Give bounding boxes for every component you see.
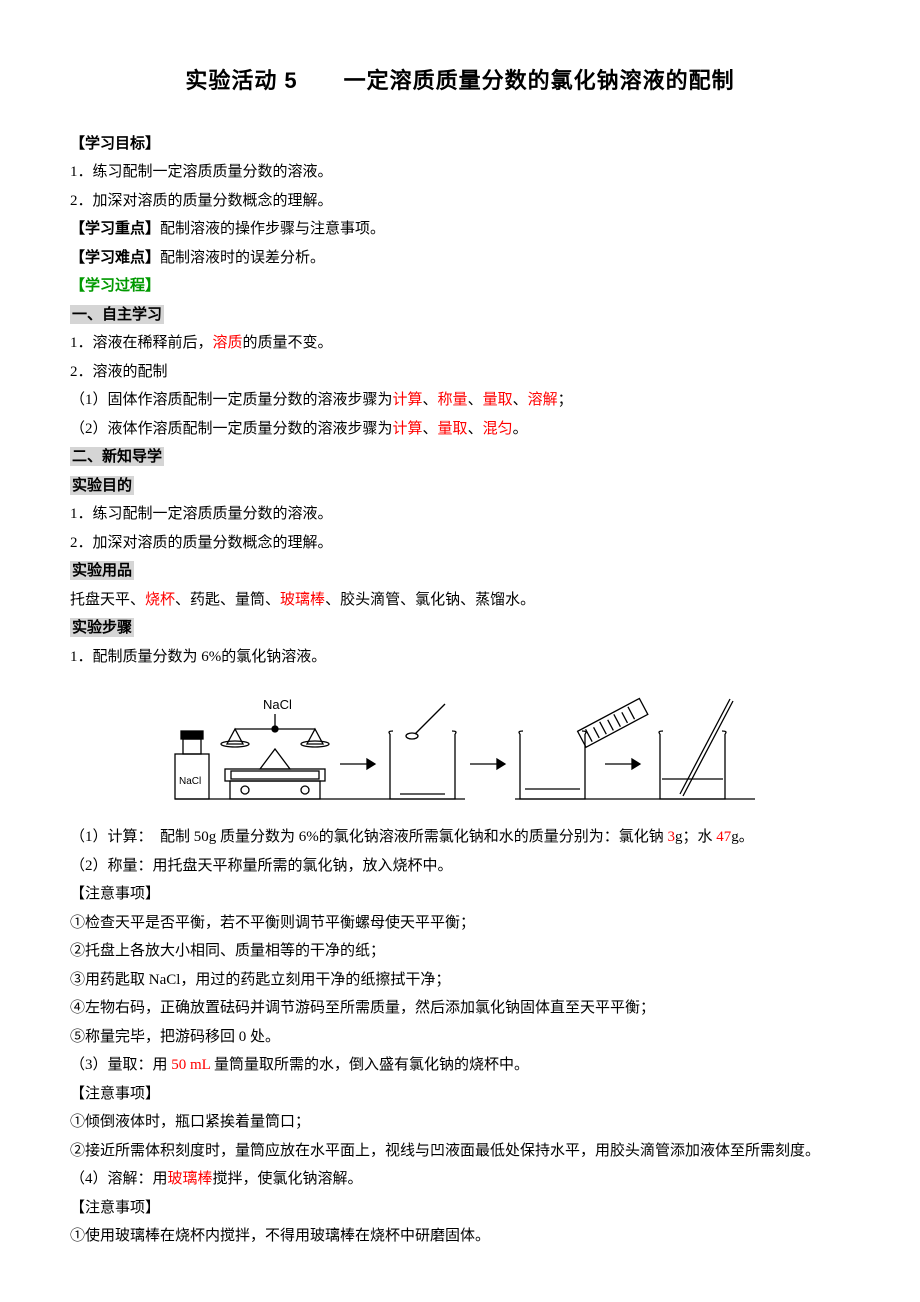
self-study-4: （2）液体作溶质配制一定质量分数的溶液步骤为计算、量取、混匀。 — [70, 415, 850, 444]
tools-r2: 玻璃棒 — [280, 592, 325, 608]
note-weigh-5: ⑤称量完毕，把游码移回 0 处。 — [70, 1023, 850, 1052]
bottle-label-icon: NaCl — [179, 776, 201, 787]
ss4-end: 。 — [513, 421, 528, 437]
ss3-s3: 、 — [513, 392, 528, 408]
key-text: 配制溶液的操作步骤与注意事项。 — [160, 221, 385, 237]
exp-goal-heading: 实验目的 — [70, 476, 134, 495]
goal-1: 1．练习配制一定溶质质量分数的溶液。 — [70, 158, 850, 187]
ss3-r1: 计算 — [393, 392, 423, 408]
note-measure-2: ②接近所需体积刻度时，量筒应放在水平面上，视线与凹液面最低处保持水平，用胶头滴管… — [70, 1137, 850, 1166]
ss4-r1: 计算 — [393, 421, 423, 437]
exp-steps-heading: 实验步骤 — [70, 618, 134, 637]
self-study-1: 1．溶液在稀释前后，溶质的质量不变。 — [70, 329, 850, 358]
ss3-end: ； — [558, 392, 573, 408]
diff-text: 配制溶液时的误差分析。 — [160, 250, 325, 266]
tools-post: 、胶头滴管、氯化钠、蒸馏水。 — [325, 592, 535, 608]
key-heading: 【学习重点】 — [70, 220, 160, 237]
apparatus-diagram: NaCl NaCl — [165, 679, 755, 809]
step1-post: g。 — [731, 829, 754, 845]
ss1-post: 的质量不变。 — [243, 335, 333, 351]
note-head-1: 【注意事项】 — [70, 880, 850, 909]
goals-heading: 【学习目标】 — [70, 135, 160, 152]
step3-pre: （3）量取：用 — [70, 1057, 171, 1073]
page-container: 实验活动 5 一定溶质质量分数的氯化钠溶液的配制 【学习目标】 1．练习配制一定… — [0, 0, 920, 1302]
nacl-label-icon: NaCl — [263, 697, 292, 712]
new-heading: 二、新知导学 — [70, 447, 164, 466]
goal-2: 2．加深对溶质的质量分数概念的理解。 — [70, 187, 850, 216]
step1-r1: 3 — [668, 829, 676, 845]
step-3: （3）量取：用 50 mL 量筒量取所需的水，倒入盛有氯化钠的烧杯中。 — [70, 1051, 850, 1080]
note-weigh-4: ④左物右码，正确放置砝码并调节游码至所需质量，然后添加氯化钠固体直至天平平衡； — [70, 994, 850, 1023]
exp-tools-line: 托盘天平、烧杯、药匙、量筒、玻璃棒、胶头滴管、氯化钠、蒸馏水。 — [70, 586, 850, 615]
tools-pre: 托盘天平、 — [70, 592, 145, 608]
step3-post: 量筒量取所需的水，倒入盛有氯化钠的烧杯中。 — [210, 1057, 529, 1073]
diff-heading: 【学习难点】 — [70, 249, 160, 266]
note-dissolve-1: ①使用玻璃棒在烧杯内搅拌，不得用玻璃棒在烧杯中研磨固体。 — [70, 1222, 850, 1251]
note-weigh-1: ①检查天平是否平衡，若不平衡则调节平衡螺母使天平平衡； — [70, 909, 850, 938]
note-measure-1: ①倾倒液体时，瓶口紧挨着量筒口； — [70, 1108, 850, 1137]
note-head-3: 【注意事项】 — [70, 1194, 850, 1223]
proc-heading: 【学习过程】 — [70, 277, 160, 294]
ss3-r2: 称量 — [438, 392, 468, 408]
ss4-s2: 、 — [468, 421, 483, 437]
step4-pre: （4）溶解：用 — [70, 1171, 168, 1187]
note-weigh-2: ②托盘上各放大小相同、质量相等的干净的纸； — [70, 937, 850, 966]
step1-pre: （1）计算： 配制 50g 质量分数为 6%的氯化钠溶液所需氯化钠和水的质量分别… — [70, 829, 668, 845]
note-head-2: 【注意事项】 — [70, 1080, 850, 1109]
step1-r2: 47 — [716, 829, 731, 845]
page-title: 实验活动 5 一定溶质质量分数的氯化钠溶液的配制 — [70, 60, 850, 102]
ss3-s1: 、 — [423, 392, 438, 408]
step4-r1: 玻璃棒 — [168, 1171, 213, 1187]
note-weigh-3: ③用药匙取 NaCl，用过的药匙立刻用干净的纸擦拭干净； — [70, 966, 850, 995]
step-4: （4）溶解：用玻璃棒搅拌，使氯化钠溶解。 — [70, 1165, 850, 1194]
ss1-red: 溶质 — [213, 335, 243, 351]
ss1-pre: 1．溶液在稀释前后， — [70, 335, 213, 351]
step3-r1: 50 mL — [171, 1057, 210, 1073]
tools-mid1: 、药匙、量筒、 — [175, 592, 280, 608]
ss3-r3: 量取 — [483, 392, 513, 408]
self-study-2: 2．溶液的配制 — [70, 358, 850, 387]
exp-tools-heading: 实验用品 — [70, 561, 134, 580]
self-study-heading: 一、自主学习 — [70, 305, 164, 324]
step4-post: 搅拌，使氯化钠溶解。 — [213, 1171, 363, 1187]
apparatus-svg: NaCl NaCl — [165, 679, 755, 809]
ss4-s1: 、 — [423, 421, 438, 437]
step1-mid: g；水 — [675, 829, 716, 845]
tools-r1: 烧杯 — [145, 592, 175, 608]
step-1: （1）计算： 配制 50g 质量分数为 6%的氯化钠溶液所需氯化钠和水的质量分别… — [70, 823, 850, 852]
exp-goal-2: 2．加深对溶质的质量分数概念的理解。 — [70, 529, 850, 558]
ss3-pre: （1）固体作溶质配制一定质量分数的溶液步骤为 — [70, 392, 393, 408]
step-2: （2）称量：用托盘天平称量所需的氯化钠，放入烧杯中。 — [70, 852, 850, 881]
ss4-pre: （2）液体作溶质配制一定质量分数的溶液步骤为 — [70, 421, 393, 437]
ss3-s2: 、 — [468, 392, 483, 408]
ss4-r2: 量取 — [438, 421, 468, 437]
step-intro: 1．配制质量分数为 6%的氯化钠溶液。 — [70, 643, 850, 672]
ss4-r3: 混匀 — [483, 421, 513, 437]
ss3-r4: 溶解 — [528, 392, 558, 408]
exp-goal-1: 1．练习配制一定溶质质量分数的溶液。 — [70, 500, 850, 529]
self-study-3: （1）固体作溶质配制一定质量分数的溶液步骤为计算、称量、量取、溶解； — [70, 386, 850, 415]
